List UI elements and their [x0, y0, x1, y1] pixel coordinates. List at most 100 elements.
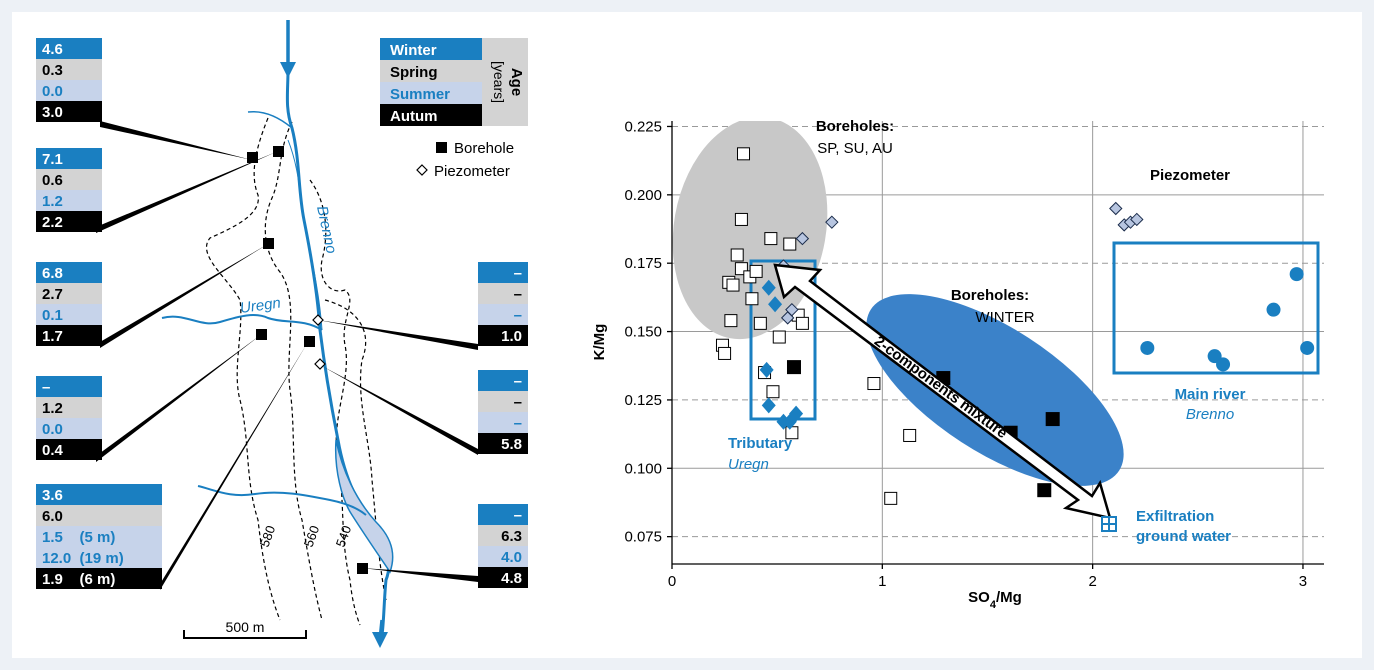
- age-box-cell: [36, 262, 102, 283]
- age-box-value: 3.0: [42, 104, 63, 121]
- data-point: [761, 397, 776, 414]
- age-box-cell: [36, 211, 102, 232]
- south-stream: [197, 485, 367, 516]
- data-point: [753, 316, 767, 330]
- annot-exfiltration-2: ground water: [1136, 528, 1231, 545]
- contour-label-540: 540: [333, 524, 355, 550]
- contour-label-580: 580: [257, 524, 279, 550]
- y-tick-label: 0.125: [624, 392, 662, 409]
- data-point: [785, 302, 799, 317]
- symbol-legend: Borehole Piezometer: [416, 140, 514, 180]
- data-point: [783, 237, 797, 251]
- exfiltration-marker: [1101, 516, 1117, 532]
- age-box-value: 4.6: [42, 41, 63, 58]
- brenno-river-wide: [334, 439, 394, 574]
- data-point: [1140, 340, 1155, 355]
- scale-label: 500 m: [226, 619, 265, 635]
- data-point: [764, 232, 778, 246]
- map: Brenno Uregn 580 560 540: [36, 20, 528, 648]
- age-box-value: 6.3: [501, 528, 522, 545]
- chart-axes: 0.075 0.100 0.125 0.150 0.175 0.200 0.225 0 1 2 3: [624, 118, 1324, 590]
- age-box-cell: [36, 80, 102, 101]
- data-point: [730, 248, 744, 262]
- annot-tributary-sub: Uregn: [728, 456, 769, 473]
- age-box-cell: [478, 391, 528, 412]
- side-stream-north: [247, 110, 293, 129]
- data-point: [737, 147, 751, 161]
- age-box-cell: [36, 505, 162, 526]
- age-box-value: 2.2: [42, 214, 63, 231]
- age-box-cell: [36, 190, 102, 211]
- age-box-value: 12.0 (19 m): [42, 550, 124, 567]
- borehole-markers: [247, 146, 368, 574]
- age-box-cell: [36, 484, 162, 505]
- age-box-cell: [36, 568, 162, 589]
- flow-arrow-out: [372, 619, 388, 648]
- legend-winter: Winter: [390, 42, 437, 59]
- data-point: [903, 428, 917, 442]
- data-point: [718, 346, 732, 360]
- brenno-river-bank: [287, 139, 323, 331]
- annot-boreholes-sp-title: Boreholes:: [816, 118, 894, 135]
- y-tick-label: 0.150: [624, 324, 662, 341]
- age-box-value: –: [514, 373, 522, 390]
- age-box-cell: [478, 412, 528, 433]
- age-box-cell: [478, 262, 528, 283]
- age-box-value: 0.3: [42, 62, 63, 79]
- age-box-value: 3.6: [42, 487, 63, 504]
- x-axis-label: SO4/Mg: [968, 589, 1022, 611]
- age-box-cell: [36, 304, 102, 325]
- age-box-value: 0.6: [42, 172, 63, 189]
- age-box-value: 6.8: [42, 265, 63, 282]
- y-tick-label: 0.100: [624, 460, 662, 477]
- data-point: [795, 231, 810, 246]
- data-point: [1045, 412, 1060, 427]
- legend-spring: Spring: [390, 64, 438, 81]
- age-box-value: 1.7: [42, 328, 63, 345]
- age-box-value: 5.8: [501, 436, 522, 453]
- figure-panel: [12, 12, 1362, 658]
- data-point: [1037, 483, 1052, 498]
- age-box-value: 7.1: [42, 151, 63, 168]
- annot-boreholes-winter-sub: WINTER: [975, 309, 1034, 326]
- age-box-cell: [478, 525, 528, 546]
- age-box-cell: [36, 376, 102, 397]
- data-point: [1109, 201, 1123, 216]
- data-point: [734, 212, 748, 226]
- age-box-cell: [36, 418, 102, 439]
- age-box-value: –: [514, 507, 522, 524]
- brenno-river: [285, 69, 391, 636]
- main-river-box: [1112, 241, 1320, 375]
- legend-borehole: Borehole: [454, 140, 514, 157]
- age-box-value: 1.2: [42, 400, 63, 417]
- age-box-value: 6.0: [42, 508, 63, 525]
- age-box-cell: [478, 504, 528, 525]
- age-box-cell: [36, 547, 162, 568]
- legend-summer: Summer: [390, 86, 450, 103]
- contour-label-560: 560: [301, 524, 323, 550]
- age-box-cell: [36, 101, 102, 122]
- age-box-value: 2.7: [42, 286, 63, 303]
- age-box-value: –: [514, 265, 522, 282]
- y-tick-label: 0.225: [624, 118, 662, 135]
- age-box-cell: [478, 304, 528, 325]
- age-box-cell: [36, 283, 102, 304]
- data-point: [795, 316, 809, 330]
- data-point: [768, 296, 783, 313]
- age-box-value: 0.4: [42, 442, 64, 459]
- legend-age-title: Age: [508, 68, 525, 96]
- annot-tributary-title: Tributary: [728, 435, 793, 452]
- age-box-cell: [478, 433, 528, 454]
- age-box-value: –: [42, 379, 50, 396]
- age-box-value: 4.8: [501, 570, 522, 587]
- uregn-label: Uregn: [239, 294, 282, 317]
- age-box-value: –: [514, 307, 522, 324]
- annot-main-river-title: Main river: [1175, 386, 1246, 403]
- data-point: [1300, 340, 1315, 355]
- data-point: [759, 361, 774, 378]
- uregn-river: [161, 314, 323, 331]
- legend-autumn: Autum: [390, 108, 438, 125]
- y-axis-label: K/Mg: [591, 324, 608, 361]
- data-point: [766, 385, 780, 399]
